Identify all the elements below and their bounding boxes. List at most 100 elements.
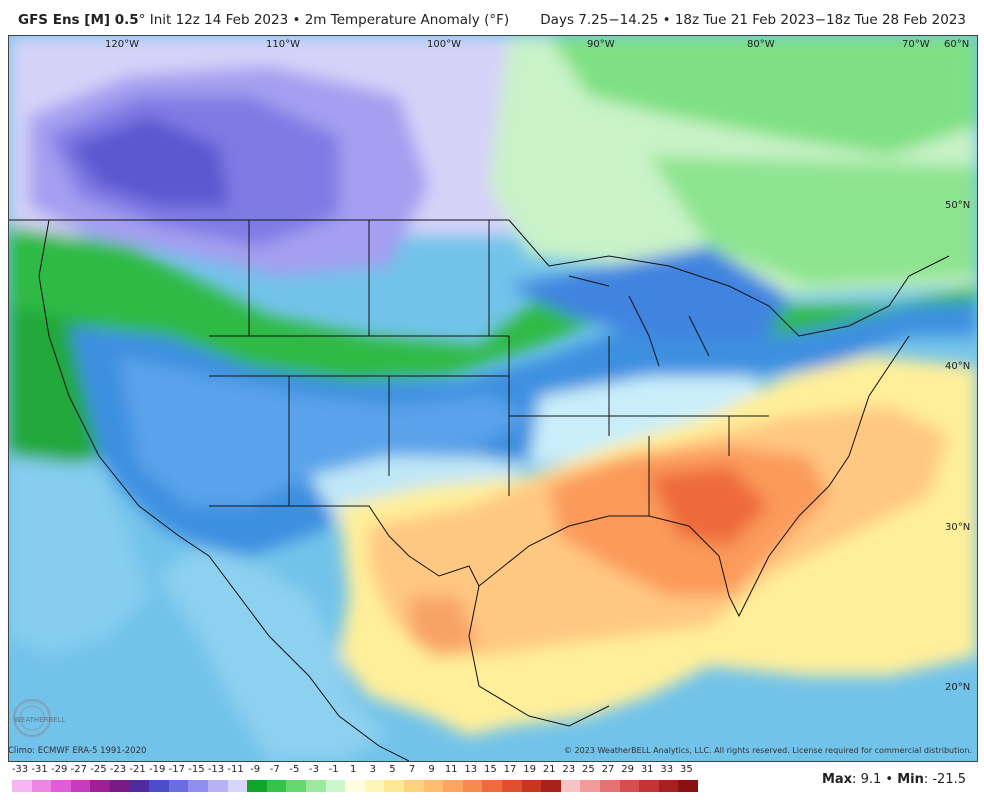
lon-label-100w: 100°W [427,39,461,50]
lon-label-90w: 90°W [587,39,615,50]
gulf-of-mexico-coast [468,585,610,727]
colorbar-swatch [521,780,542,792]
ohio-valley-neutral [529,376,769,466]
colorbar-tick: 29 [621,764,634,775]
colorbar-swatch [149,780,169,792]
gulf-atlantic-coast [478,335,910,618]
green-band [9,226,977,381]
colorbar-swatch [168,780,189,792]
colorbar-swatch [129,780,150,792]
copyright-note: © 2023 WeatherBELL Analytics, LLC. All r… [564,746,972,755]
lon-label-120w: 120°W [105,39,139,50]
colorbar-tick: 13 [464,764,478,775]
colorbar-swatch [404,780,424,792]
colorbar-swatch [541,780,561,792]
pacific-coastline [38,219,410,761]
degree-symbol: ° [138,12,146,28]
colorbar-swatch [227,780,248,792]
colorbar-tick: 27 [601,764,615,775]
stats-sep: • [881,772,898,787]
colorbar-swatch [325,780,346,792]
lat-label-40n: 40°N [945,361,970,372]
colorbar-swatch [658,780,679,792]
state-lines [209,220,769,516]
colorbar-swatch [306,780,326,792]
colorbar-tick: 23 [562,764,576,775]
colorbar-tick: 9 [428,764,435,775]
map-title: GFS Ens [M] 0.5° Init 12z 14 Feb 2023 • … [18,12,509,28]
colorbar-swatch [462,780,483,792]
colorbar-swatch [560,780,581,792]
colorbar-tick: 17 [503,764,517,775]
colorbar-tick: -9 [250,764,261,775]
longitude-labels: 120°W 110°W 100°W 90°W 80°W 70°W 60°N [105,39,969,50]
cool-anomaly-inner [119,356,529,506]
colorbar-swatch [247,780,267,792]
colorbar-swatch [580,780,600,792]
colorbar-tick: -21 [129,764,146,775]
colorbar-tick: -29 [51,764,68,775]
colorbar-swatch [364,780,385,792]
colorbar-swatch [266,780,287,792]
colorbar-tick: 31 [640,764,654,775]
colorbar-swatch [110,780,130,792]
colorbar-swatch [12,780,32,792]
weatherbell-logo: WEATHERBELL [12,698,66,738]
colorbar-swatch [70,780,91,792]
colorbar-swatch [286,780,306,792]
lon-label-80w: 80°W [747,39,775,50]
colorbar-tick: -11 [227,764,244,775]
cool-anomaly-zone [69,301,977,556]
climo-note: Climo: ECMWF ERA-5 1991-2020 [8,746,147,756]
colorbar-swatch [345,780,365,792]
colorbar-swatch [384,780,404,792]
lat-label-50n: 50°N [945,200,970,211]
colorbar-tick: 15 [484,764,497,775]
max-min-stats: Max: 9.1 • Min: -21.5 [822,772,966,787]
warm-anomaly-peak [649,466,769,546]
colorbar-tick: 11 [444,764,458,775]
lat-label-60n: 60°N [944,39,969,50]
lake-outlines [568,275,710,367]
colorbar-tick: -1 [328,764,339,775]
max-value: 9.1 [860,772,882,787]
colorbar-swatch [51,780,71,792]
valid-period: Days 7.25−14.25 • 18z Tue 21 Feb 2023−18… [540,12,966,28]
lat-label-20n: 20°N [945,682,970,693]
anomaly-map-svg: 120°W 110°W 100°W 90°W 80°W 70°W 60°N 50… [9,36,977,761]
colorbar-tick: -15 [188,764,205,775]
colorbar-tick: -17 [168,764,185,775]
political-boundaries [9,219,950,761]
colorbar-swatch [188,780,208,792]
colorbar-tick: 3 [369,764,376,775]
pacific-lighter [9,456,149,656]
max-sep: : [852,772,861,787]
init-info: Init 12z 14 Feb 2023 • 2m Temperature An… [145,12,510,28]
anomaly-map: 120°W 110°W 100°W 90°W 80°W 70°W 60°N 50… [8,35,978,762]
great-lakes-border [508,219,950,337]
colorbar-tick: 7 [408,764,416,775]
mexico-warm-spot [409,596,479,656]
colorbar-tick: 21 [542,764,556,775]
quebec-green [649,156,977,286]
min-value: -21.5 [932,772,966,787]
colorbar-tick: 35 [680,764,693,775]
lon-label-110w: 110°W [266,39,300,50]
colorbar-tick: -3 [309,764,319,775]
colorbar-tick: -7 [269,764,280,775]
mexico-pacific-cool [159,546,389,761]
colorbar-tick: -5 [289,764,300,775]
latitude-labels: 50°N 40°N 30°N 20°N [945,200,970,693]
colorbar-tick: -19 [149,764,166,775]
colorbar-swatch [31,780,52,792]
min-label: Min [897,772,924,787]
colorbar-tick: 5 [389,764,396,775]
colorbar-tick: 25 [582,764,595,775]
max-label: Max [821,772,853,787]
colorbar-swatch [619,780,640,792]
colorbar-swatch [600,780,620,792]
colorbar-tick: -27 [70,764,87,775]
model-name: GFS Ens [M] 0.5 [18,12,139,28]
colorbar-swatch [443,780,463,792]
colorbar-swatch [90,780,110,792]
